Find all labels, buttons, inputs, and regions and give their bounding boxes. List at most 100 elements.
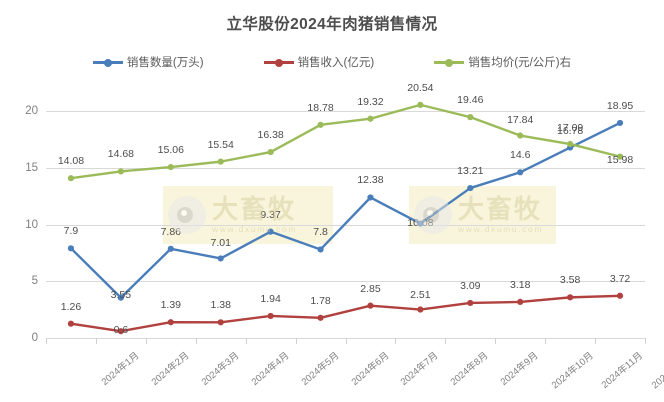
watermark-content: 大畜牧 www.dxumu.com (168, 196, 297, 234)
x-axis-tick-label: 2024年12月 (649, 350, 664, 392)
x-axis-tick-mark (145, 338, 147, 344)
data-label: 19.46 (457, 94, 484, 107)
data-point[interactable] (517, 132, 524, 139)
x-axis-tick-mark (245, 338, 247, 344)
y-axis-tick-label: 20 (25, 105, 38, 117)
data-point[interactable] (217, 255, 224, 262)
data-point[interactable] (567, 294, 574, 301)
data-point[interactable] (267, 312, 274, 320)
data-point[interactable] (417, 101, 424, 108)
y-axis-tick-label: 5 (31, 275, 38, 288)
data-label: 2.51 (410, 288, 431, 301)
data-point[interactable] (67, 245, 75, 252)
brand-logo-icon (414, 196, 452, 234)
legend-item-0[interactable]: 销售数量(万头) (92, 54, 204, 70)
data-point[interactable] (317, 314, 324, 321)
data-point[interactable] (616, 292, 624, 299)
x-axis-tick-label: 2024年11月 (599, 350, 646, 391)
data-label: 1.94 (260, 292, 281, 305)
data-label: 17.84 (507, 113, 534, 126)
x-axis-tick-label: 2024年5月 (299, 350, 342, 388)
x-axis-tick-mark (395, 338, 397, 344)
data-point[interactable] (267, 148, 274, 156)
data-point[interactable] (317, 246, 324, 253)
data-point[interactable] (117, 168, 124, 175)
data-point[interactable] (67, 320, 75, 327)
data-point[interactable] (616, 119, 624, 127)
x-axis-tick-mark (495, 338, 497, 344)
data-label: 19.32 (357, 95, 384, 108)
data-point[interactable] (467, 184, 474, 192)
data-label: 1.38 (210, 299, 231, 312)
x-axis-tick-label: 2024年2月 (149, 350, 192, 388)
data-point[interactable] (367, 194, 374, 201)
data-label: 7.01 (210, 237, 231, 250)
data-point[interactable] (117, 294, 124, 301)
data-label: 9.37 (260, 208, 281, 221)
data-label: 15.98 (606, 153, 634, 166)
data-point[interactable] (267, 228, 274, 235)
x-axis-tick-mark (46, 338, 47, 344)
data-point[interactable] (217, 319, 224, 326)
data-point[interactable] (367, 302, 374, 309)
data-label: 3.55 (110, 288, 132, 301)
legend-item-2[interactable]: 销售均价(元/公斤)右 (434, 54, 571, 70)
data-label: 18.78 (307, 101, 334, 114)
data-point[interactable] (467, 114, 474, 121)
data-point[interactable] (567, 140, 574, 148)
data-label: 15.54 (207, 138, 234, 151)
legend-item-1[interactable]: 销售收入(亿元) (263, 54, 374, 70)
x-axis-tick-mark (95, 338, 97, 344)
x-axis-tick-mark (295, 338, 297, 344)
chart-legend: 销售数量(万头) 销售收入(亿元) 销售均价(元/公斤)右 (0, 54, 664, 70)
data-label: 3.09 (460, 279, 481, 292)
data-label: 14.08 (57, 155, 85, 168)
legend-label: 销售均价(元/公斤)右 (468, 57, 572, 69)
data-label: 18.95 (606, 99, 634, 112)
x-axis-tick-mark (545, 338, 547, 344)
x-axis-tick-label: 2024年1月 (99, 350, 142, 388)
x-axis-tick-label: 2024年7月 (399, 350, 441, 388)
watermark-url: www.dxumu.com (212, 224, 298, 235)
data-point[interactable] (217, 158, 224, 165)
legend-marker-icon (263, 57, 294, 67)
data-point[interactable] (67, 175, 75, 182)
gridline (46, 167, 645, 169)
data-point[interactable] (167, 319, 174, 326)
data-label: 7.9 (63, 225, 79, 238)
data-point[interactable] (417, 306, 424, 313)
y-axis-tick-label: 15 (25, 161, 38, 174)
data-label: 1.78 (310, 294, 331, 307)
watermark-brand: 大畜牧 (212, 194, 297, 225)
data-label: 17.09 (556, 122, 584, 135)
x-axis-tick-label: 2024年8月 (448, 350, 491, 388)
data-point[interactable] (517, 169, 524, 176)
series-line (69, 103, 622, 180)
x-axis-tick-label: 2024年9月 (498, 350, 541, 388)
data-point[interactable] (517, 298, 524, 306)
data-point[interactable] (167, 245, 174, 252)
y-axis-tick-label: 0 (31, 332, 38, 344)
data-point[interactable] (167, 163, 174, 171)
brand-logo-icon (168, 196, 206, 234)
data-point[interactable] (616, 153, 624, 160)
x-axis-tick-mark (595, 338, 597, 344)
data-label: 3.18 (509, 278, 531, 291)
data-point[interactable] (467, 299, 474, 307)
data-point[interactable] (367, 115, 374, 122)
x-axis-tick-mark (345, 338, 347, 344)
data-label: 7.8 (313, 226, 328, 239)
data-point[interactable] (317, 121, 324, 128)
x-axis-tick-label: 2024年10月 (549, 350, 596, 392)
watermark-content: 大畜牧 www.dxumu.com (414, 196, 543, 234)
x-axis-tick-mark (445, 338, 447, 344)
legend-marker-icon (434, 57, 465, 67)
data-label: 20.54 (407, 81, 434, 94)
data-point[interactable] (117, 328, 124, 335)
data-label: 0.6 (113, 324, 129, 337)
chart-title: 立华股份2024年肉猪销售情况 (226, 16, 438, 33)
y-axis-tick-label: 10 (25, 218, 38, 231)
series-line (69, 294, 622, 333)
data-label: 3.72 (609, 272, 631, 285)
